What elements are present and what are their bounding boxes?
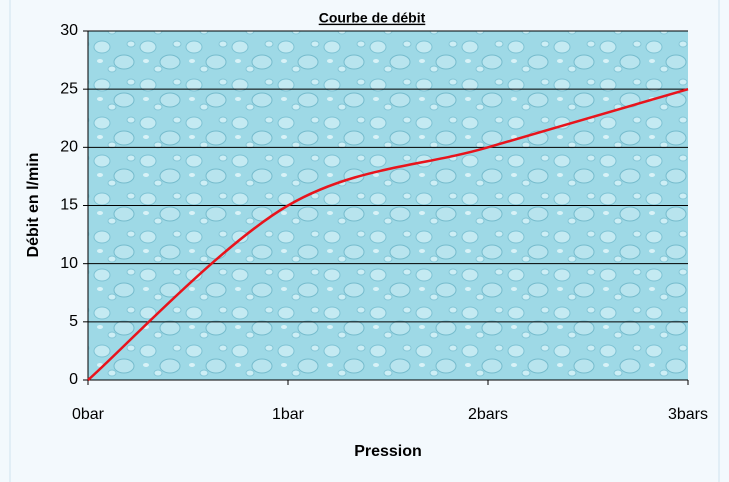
x-tick-label: 1bar (272, 406, 305, 423)
y-axis-label: Débit en l/min (25, 153, 42, 258)
y-tick-label: 10 (60, 255, 78, 272)
y-tick-label: 0 (69, 371, 78, 388)
y-tick-label: 30 (60, 22, 78, 39)
chart-title: Courbe de débit (319, 10, 426, 26)
x-tick-label: 2bars (468, 406, 508, 423)
y-tick-label: 5 (69, 313, 78, 330)
x-tick-label: 3bars (668, 406, 708, 423)
y-tick-label: 15 (60, 197, 78, 214)
chart: Courbe de débit Pression Débit en l/min … (0, 0, 729, 482)
y-tick-label: 25 (60, 80, 78, 97)
x-tick-label: 0bar (72, 406, 105, 423)
x-axis-label: Pression (354, 443, 422, 460)
y-tick-label: 20 (60, 139, 78, 156)
